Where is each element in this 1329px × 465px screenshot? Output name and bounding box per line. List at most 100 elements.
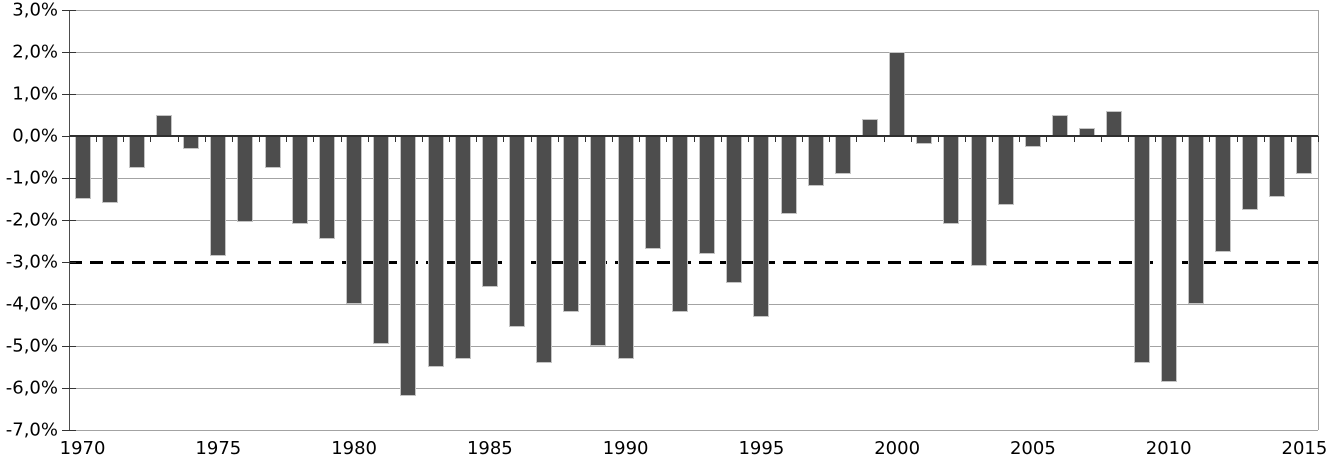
category-tick-mark [1019,136,1021,142]
category-tick-mark [802,136,804,142]
category-tick-mark [449,136,451,142]
category-tick-mark [937,136,939,142]
bar-2003 [970,136,987,267]
bar-1981 [373,136,390,344]
category-tick-mark [612,136,614,142]
category-tick-mark [313,136,315,142]
category-tick-mark [1182,136,1184,142]
y-axis-label: -4,0% [5,293,58,315]
y-axis-tick-mark [62,51,76,53]
category-tick-mark [720,136,722,142]
gridline [69,303,1318,305]
y-axis-label: -3,0% [5,251,58,273]
category-tick-mark [666,136,668,142]
category-tick-mark [992,136,994,142]
category-tick-mark [503,136,505,142]
category-tick-mark [204,136,206,142]
y-axis-tick-mark [62,93,76,95]
bar-1990 [617,136,634,359]
bar-2005 [1024,136,1041,147]
y-axis-tick-mark [62,345,76,347]
x-axis-label: 1970 [59,438,106,459]
category-tick-mark [883,136,885,142]
bar-1987 [536,136,553,363]
bar-1992 [671,136,688,313]
bar-2010 [1160,136,1177,382]
bar-1994 [726,136,743,283]
gridline [69,219,1318,221]
bar-1974 [183,136,200,149]
category-tick-mark [1127,136,1129,142]
category-tick-mark [747,136,749,142]
bar-2008 [1106,110,1123,136]
bar-1988 [563,136,580,313]
bar-2011 [1187,136,1204,304]
category-tick-mark [910,136,912,142]
bar-1976 [237,136,254,223]
y-axis-tick-mark [62,429,76,431]
category-tick-mark [177,136,179,142]
bar-1986 [509,136,525,328]
bar-2013 [1242,136,1259,210]
bar-1972 [128,136,145,168]
bar-1980 [346,136,363,304]
gridline [69,345,1318,347]
category-tick-mark [367,136,369,142]
category-tick-mark [584,136,586,142]
category-tick-mark [1073,136,1075,142]
plot-border-right [1318,10,1319,430]
y-axis-tick-mark [62,261,76,263]
gridline [69,51,1318,53]
bar-2004 [997,136,1014,206]
bar-2012 [1214,136,1231,252]
category-tick-mark [1236,136,1238,142]
bar-2000 [889,52,906,136]
category-tick-mark [557,136,559,142]
bar-2001 [916,136,933,145]
y-axis-tick-mark [62,387,76,389]
category-tick-mark [1155,136,1157,142]
category-tick-mark [421,136,423,142]
category-tick-mark [530,136,532,142]
x-axis-label: 1985 [466,438,513,459]
category-tick-mark [774,136,776,142]
bar-2009 [1133,136,1150,363]
bar-1997 [807,136,824,187]
y-axis-tick-mark [62,303,76,305]
y-axis-label: -2,0% [5,209,58,231]
bar-1983 [427,136,444,367]
category-tick-mark [231,136,233,142]
y-axis-label: 0,0% [12,125,58,147]
x-axis-label: 2010 [1145,438,1192,459]
gridline [69,387,1318,389]
bar-1985 [481,136,498,288]
category-tick-mark [1263,136,1265,142]
bar-1989 [590,136,607,346]
y-axis-label: -6,0% [5,377,58,399]
y-axis-label: 2,0% [12,41,58,63]
bar-1993 [699,136,716,254]
bar-1979 [318,136,335,239]
bar-1999 [861,119,878,136]
category-tick-mark [96,136,98,142]
category-tick-mark [123,136,125,142]
x-axis-label: 1995 [738,438,785,459]
category-tick-mark [259,136,261,142]
category-tick-mark [693,136,695,142]
bar-1982 [400,136,417,397]
category-tick-mark [1209,136,1211,142]
y-axis-label: 3,0% [12,0,58,21]
bar-1978 [291,136,308,225]
bar-1996 [780,136,797,214]
x-axis-label: 1975 [195,438,242,459]
bar-1975 [210,136,227,256]
x-axis-label: 2000 [874,438,921,459]
category-tick-mark [639,136,641,142]
gridline [69,177,1318,179]
bar-1970 [74,136,91,199]
bar-1991 [644,136,661,250]
category-tick-mark [1290,136,1292,142]
category-tick-mark [394,136,396,142]
bar-1998 [834,136,851,174]
